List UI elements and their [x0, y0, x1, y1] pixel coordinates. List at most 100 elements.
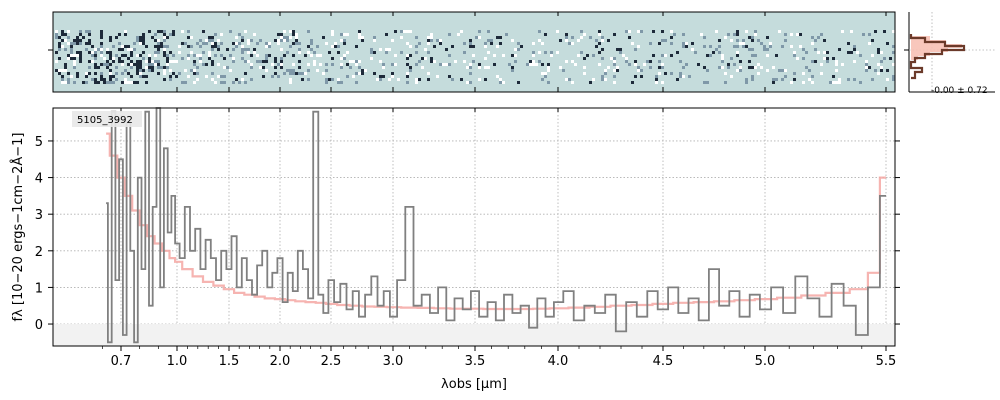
- twod-pixel: [424, 57, 427, 60]
- twod-pixel: [94, 57, 97, 60]
- twod-pixel: [112, 75, 115, 78]
- twod-pixel: [721, 57, 724, 60]
- twod-pixel: [127, 63, 130, 66]
- twod-pixel: [892, 45, 895, 48]
- twod-pixel: [70, 75, 73, 78]
- twod-pixel: [751, 54, 754, 57]
- twod-pixel: [310, 48, 313, 51]
- twod-pixel: [547, 63, 550, 66]
- twod-pixel: [544, 51, 547, 54]
- twod-pixel: [193, 63, 196, 66]
- twod-pixel: [151, 60, 154, 63]
- twod-pixel: [868, 33, 871, 36]
- twod-pixel: [661, 81, 664, 84]
- twod-pixel: [892, 63, 895, 66]
- twod-pixel: [571, 81, 574, 84]
- twod-pixel: [388, 48, 391, 51]
- twod-pixel: [460, 78, 463, 81]
- twod-pixel: [280, 36, 283, 39]
- twod-pixel: [658, 60, 661, 63]
- twod-pixel: [835, 60, 838, 63]
- twod-pixel: [409, 69, 412, 72]
- twod-pixel: [754, 54, 757, 57]
- twod-pixel: [346, 63, 349, 66]
- twod-pixel: [220, 75, 223, 78]
- twod-pixel: [127, 81, 130, 84]
- twod-pixel: [547, 81, 550, 84]
- twod-pixel: [136, 54, 139, 57]
- twod-pixel: [436, 75, 439, 78]
- twod-pixel: [763, 45, 766, 48]
- twod-pixel: [535, 63, 538, 66]
- twod-pixel: [724, 36, 727, 39]
- twod-pixel: [160, 45, 163, 48]
- twod-pixel: [583, 66, 586, 69]
- twod-pixel: [799, 33, 802, 36]
- twod-pixel: [100, 42, 103, 45]
- twod-pixel: [670, 72, 673, 75]
- twod-pixel: [613, 75, 616, 78]
- twod-pixel: [232, 57, 235, 60]
- twod-pixel: [601, 57, 604, 60]
- twod-pixel: [469, 45, 472, 48]
- twod-pixel: [571, 36, 574, 39]
- twod-pixel: [64, 69, 67, 72]
- twod-pixel: [100, 30, 103, 33]
- y-tick-label: 2: [35, 245, 43, 260]
- x-tick-label: 2.0: [270, 354, 291, 369]
- twod-pixel: [214, 33, 217, 36]
- twod-pixel: [859, 54, 862, 57]
- twod-pixel: [799, 45, 802, 48]
- twod-pixel: [88, 51, 91, 54]
- twod-pixel: [283, 36, 286, 39]
- twod-pixel: [154, 33, 157, 36]
- twod-pixel: [718, 51, 721, 54]
- twod-pixel: [727, 63, 730, 66]
- twod-pixel: [823, 51, 826, 54]
- twod-pixel: [592, 54, 595, 57]
- twod-pixel: [139, 39, 142, 42]
- twod-pixel: [670, 54, 673, 57]
- twod-pixel: [499, 42, 502, 45]
- twod-pixel: [88, 66, 91, 69]
- twod-pixel: [124, 33, 127, 36]
- twod-pixel: [139, 63, 142, 66]
- twod-pixel: [355, 72, 358, 75]
- twod-pixel: [679, 72, 682, 75]
- twod-pixel: [628, 30, 631, 33]
- twod-pixel: [751, 48, 754, 51]
- twod-pixel: [256, 60, 259, 63]
- twod-pixel: [400, 30, 403, 33]
- twod-pixel: [325, 81, 328, 84]
- twod-pixel: [112, 57, 115, 60]
- twod-pixel: [127, 72, 130, 75]
- twod-pixel: [478, 66, 481, 69]
- twod-pixel: [676, 51, 679, 54]
- twod-pixel: [655, 78, 658, 81]
- twod-pixel: [199, 60, 202, 63]
- twod-pixel: [55, 60, 58, 63]
- twod-pixel: [193, 54, 196, 57]
- twod-pixel: [274, 72, 277, 75]
- twod-pixel: [415, 51, 418, 54]
- twod-pixel: [109, 69, 112, 72]
- twod-pixel: [403, 30, 406, 33]
- twod-pixel: [358, 72, 361, 75]
- twod-pixel: [589, 81, 592, 84]
- twod-pixel: [325, 42, 328, 45]
- twod-pixel: [190, 69, 193, 72]
- twod-pixel: [166, 63, 169, 66]
- twod-pixel: [634, 63, 637, 66]
- twod-pixel: [373, 72, 376, 75]
- twod-pixel: [109, 78, 112, 81]
- twod-pixel: [601, 78, 604, 81]
- twod-pixel: [205, 63, 208, 66]
- twod-pixel: [637, 45, 640, 48]
- twod-pixel: [808, 69, 811, 72]
- twod-pixel: [310, 54, 313, 57]
- twod-pixel: [571, 42, 574, 45]
- twod-pixel: [568, 42, 571, 45]
- twod-pixel: [721, 66, 724, 69]
- twod-pixel: [70, 57, 73, 60]
- twod-pixel: [169, 78, 172, 81]
